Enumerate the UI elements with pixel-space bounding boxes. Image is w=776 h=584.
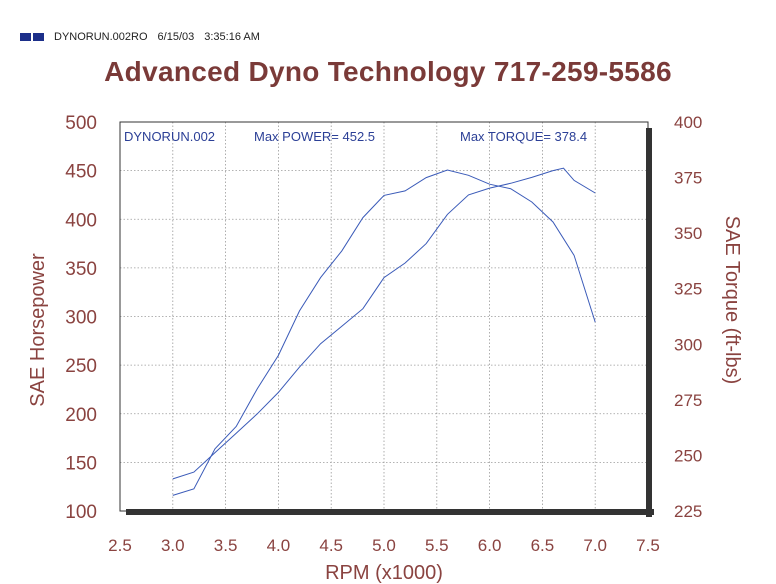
right-tick-label: 275 xyxy=(674,391,702,410)
logo-icon xyxy=(20,33,44,41)
left-tick-label: 400 xyxy=(65,210,97,231)
right-tick-label: 250 xyxy=(674,446,702,465)
x-tick-label: 7.5 xyxy=(636,536,660,555)
right-tick-label: 225 xyxy=(674,502,702,521)
right-tick-label: 350 xyxy=(674,224,702,243)
x-tick-label: 4.0 xyxy=(267,536,291,555)
run-id: DYNORUN.002RO xyxy=(54,31,148,43)
left-tick-label: 150 xyxy=(65,453,97,474)
max-torque-label: Max TORQUE= 378.4 xyxy=(460,129,587,144)
right-tick-label: 325 xyxy=(674,280,702,299)
run-label: DYNORUN.002 xyxy=(124,129,215,144)
x-tick-label: 4.5 xyxy=(319,536,343,555)
x-tick-label: 5.0 xyxy=(372,536,396,555)
page-title: Advanced Dyno Technology 717-259-5586 xyxy=(104,56,672,87)
x-tick-label: 2.5 xyxy=(108,536,132,555)
left-tick-label: 450 xyxy=(65,162,97,183)
right-tick-label: 300 xyxy=(674,335,702,354)
run-date: 6/15/03 xyxy=(157,31,195,43)
right-tick-labels: 225 250 275 300 325 350 375 400 xyxy=(674,113,702,521)
frame-shadow-bottom xyxy=(126,509,654,515)
left-tick-label: 350 xyxy=(65,259,97,280)
y-axis-label-left: SAE Horsepower xyxy=(27,253,49,407)
y-axis-label-right: SAE Torque (ft-lbs) xyxy=(721,216,743,385)
power-curve xyxy=(172,167,596,480)
frame-shadow-right xyxy=(646,128,652,517)
chart-grid xyxy=(119,121,649,512)
left-tick-label: 300 xyxy=(65,308,97,329)
x-tick-label: 3.0 xyxy=(161,536,185,555)
x-tick-label: 6.0 xyxy=(478,536,502,555)
report-header: DYNORUN.002RO 6/15/03 3:35:16 AM xyxy=(20,30,260,44)
chart-curves xyxy=(172,167,596,496)
left-tick-label: 500 xyxy=(65,113,97,134)
x-tick-labels: 2.5 3.0 3.5 4.0 4.5 5.0 5.5 6.0 6.5 7.0 7.5 xyxy=(108,536,660,555)
x-tick-label: 6.5 xyxy=(531,536,555,555)
plot-frame-shadow xyxy=(126,128,654,517)
left-tick-label: 250 xyxy=(65,356,97,377)
run-time: 3:35:16 AM xyxy=(204,31,260,43)
left-tick-labels: 100 150 200 250 300 350 400 450 500 xyxy=(65,113,97,523)
left-tick-label: 100 xyxy=(65,502,97,523)
max-power-label: Max POWER= 452.5 xyxy=(254,129,375,144)
x-tick-label: 5.5 xyxy=(425,536,449,555)
x-tick-label: 3.5 xyxy=(214,536,238,555)
right-tick-label: 400 xyxy=(674,113,702,132)
x-tick-label: 7.0 xyxy=(583,536,607,555)
x-axis-label: RPM (x1000) xyxy=(325,562,443,584)
torque-curve xyxy=(172,169,596,496)
right-tick-label: 375 xyxy=(674,169,702,188)
left-tick-label: 200 xyxy=(65,405,97,426)
